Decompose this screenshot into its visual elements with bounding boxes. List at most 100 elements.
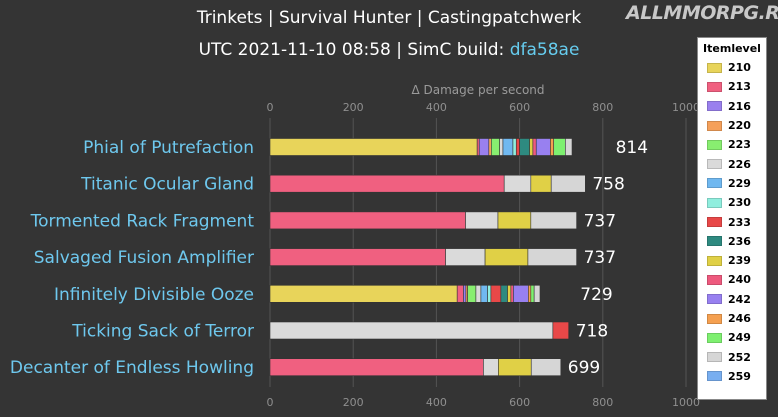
- legend-item[interactable]: 249: [698, 328, 766, 347]
- legend-item[interactable]: 246: [698, 309, 766, 328]
- bar-total-label: 718: [576, 322, 608, 342]
- legend-label: 239: [728, 254, 751, 268]
- legend-label: 249: [728, 331, 751, 345]
- category-label[interactable]: Phial of Putrefaction: [83, 138, 254, 158]
- legend-item[interactable]: 223: [698, 135, 766, 154]
- legend-label: 240: [728, 273, 751, 287]
- chart-title: Trinkets | Survival Hunter | Castingpatc…: [196, 8, 582, 28]
- bar-segment[interactable]: [480, 284, 488, 303]
- bar-segment[interactable]: [502, 138, 514, 156]
- legend-label: 226: [728, 157, 751, 171]
- category-label[interactable]: Decanter of Endless Howling: [10, 358, 254, 378]
- legend-item[interactable]: 213: [698, 77, 766, 96]
- legend-item[interactable]: 259: [698, 367, 766, 386]
- simc-build-link[interactable]: dfa58ae: [509, 40, 580, 60]
- bar-segment[interactable]: [487, 284, 492, 303]
- bar-segment[interactable]: [475, 284, 482, 303]
- bar-segment[interactable]: [529, 138, 534, 156]
- bar-segment[interactable]: [530, 358, 562, 377]
- bar-segment[interactable]: [445, 248, 486, 266]
- category-label[interactable]: Ticking Sack of Terror: [71, 322, 254, 342]
- bar-segment[interactable]: [467, 284, 477, 303]
- bar-segment[interactable]: [484, 248, 529, 266]
- legend-item[interactable]: 240: [698, 270, 766, 289]
- bar-segment[interactable]: [488, 138, 492, 156]
- bar-segment[interactable]: [515, 138, 520, 156]
- bar-segment[interactable]: [269, 321, 554, 340]
- legend-swatch: [707, 178, 722, 189]
- legend-swatch: [707, 236, 722, 247]
- legend-swatch: [707, 101, 722, 112]
- legend-swatch: [707, 159, 722, 170]
- legend-item[interactable]: 236: [698, 232, 766, 251]
- legend-item[interactable]: 239: [698, 251, 766, 270]
- legend-label: 213: [728, 80, 751, 94]
- bar-segment[interactable]: [465, 211, 499, 230]
- bar-segment[interactable]: [478, 138, 490, 156]
- bar-segment[interactable]: [503, 174, 532, 193]
- legend-item[interactable]: 252: [698, 347, 766, 366]
- x-tick-label-bottom: 1000: [672, 396, 700, 409]
- legend-title: Itemlevel: [703, 42, 761, 55]
- bar-segment[interactable]: [530, 284, 535, 303]
- bar-segment[interactable]: [553, 138, 566, 156]
- legend-label: 210: [728, 61, 751, 75]
- legend-item[interactable]: 226: [698, 154, 766, 173]
- x-tick-label-bottom: 400: [426, 396, 447, 409]
- legend-item[interactable]: 230: [698, 193, 766, 212]
- chart-subtitle: UTC 2021-11-10 08:58 | SimC build: dfa58…: [0, 40, 778, 60]
- bar-segment[interactable]: [528, 284, 532, 303]
- subtitle-prefix: UTC 2021-11-10 08:58 | SimC build:: [198, 40, 510, 60]
- bar-segment[interactable]: [510, 284, 514, 303]
- bar-segment[interactable]: [519, 138, 530, 156]
- bar-segment[interactable]: [269, 138, 478, 156]
- bar-segment[interactable]: [476, 138, 480, 156]
- legend-item[interactable]: 242: [698, 290, 766, 309]
- bar-segment[interactable]: [535, 138, 551, 156]
- bar-segment[interactable]: [512, 138, 517, 156]
- bar-segment[interactable]: [565, 138, 573, 156]
- bar-segment[interactable]: [550, 138, 555, 156]
- legend-swatch: [707, 294, 722, 305]
- bar-segment[interactable]: [500, 284, 508, 303]
- bar-segment[interactable]: [269, 211, 466, 230]
- bar-segment[interactable]: [550, 174, 586, 193]
- legend-item[interactable]: 216: [698, 97, 766, 116]
- x-tick-label-top: 200: [343, 101, 364, 114]
- bar-segment[interactable]: [552, 321, 569, 340]
- x-tick-label-bottom: 600: [509, 396, 530, 409]
- bar-segment[interactable]: [530, 211, 577, 230]
- bar-segment[interactable]: [513, 284, 529, 303]
- bar-segment[interactable]: [456, 284, 464, 303]
- legend-label: 230: [728, 196, 751, 210]
- bar-segment[interactable]: [269, 358, 484, 377]
- category-label[interactable]: Titanic Ocular Gland: [80, 175, 254, 195]
- legend-item[interactable]: 220: [698, 116, 766, 135]
- legend-item[interactable]: 229: [698, 174, 766, 193]
- category-label[interactable]: Tormented Rack Fragment: [30, 211, 255, 231]
- bar-segment[interactable]: [490, 284, 502, 303]
- legend-swatch: [707, 255, 722, 266]
- bar-segment[interactable]: [532, 138, 537, 156]
- bar-segment[interactable]: [491, 138, 500, 156]
- bar-segment[interactable]: [269, 174, 505, 193]
- legend-item[interactable]: 210: [698, 58, 766, 77]
- x-tick-label-bottom: 800: [592, 396, 613, 409]
- bar-segment[interactable]: [527, 248, 577, 266]
- category-label[interactable]: Infinitely Divisible Ooze: [54, 285, 254, 305]
- bar-segment[interactable]: [533, 284, 541, 303]
- category-label[interactable]: Salvaged Fusion Amplifier: [34, 248, 254, 268]
- bar-segment[interactable]: [499, 138, 504, 156]
- legend-label: 252: [728, 350, 751, 364]
- bar-segment[interactable]: [483, 358, 499, 377]
- legend-item[interactable]: 233: [698, 212, 766, 231]
- bar-segment[interactable]: [498, 358, 532, 377]
- bar-segment[interactable]: [269, 248, 446, 266]
- bar-segment[interactable]: [463, 284, 467, 303]
- bar-segment[interactable]: [507, 284, 512, 303]
- bar-segment[interactable]: [530, 174, 552, 193]
- bar-segment[interactable]: [269, 284, 458, 303]
- bar-segment[interactable]: [497, 211, 532, 230]
- legend-swatch: [707, 81, 722, 92]
